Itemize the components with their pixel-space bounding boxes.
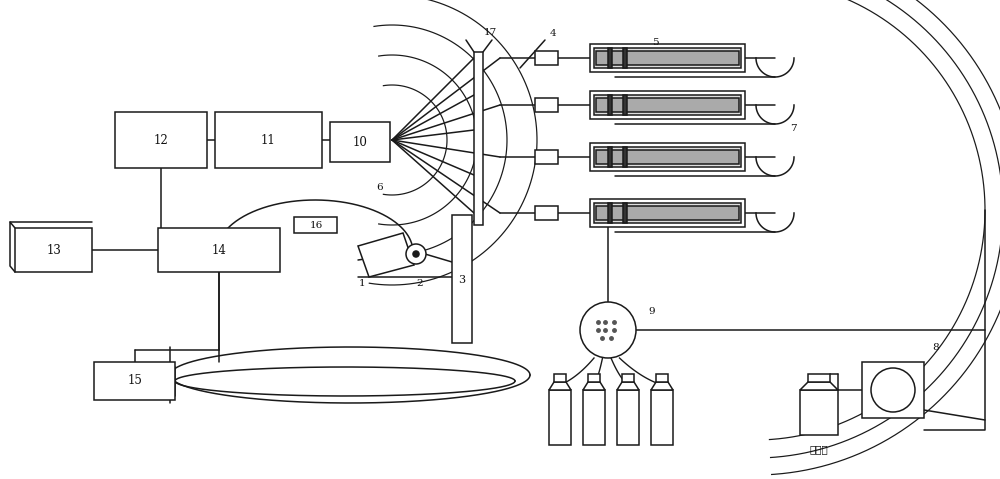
Circle shape — [413, 251, 419, 257]
Bar — [596, 206, 739, 220]
Text: 9: 9 — [649, 308, 655, 317]
Circle shape — [871, 368, 915, 412]
Bar — [535, 51, 558, 65]
Bar — [549, 390, 571, 445]
Text: 17: 17 — [483, 27, 497, 36]
Bar — [617, 390, 639, 445]
Text: 6: 6 — [377, 183, 383, 193]
Bar — [535, 98, 558, 112]
Bar — [623, 95, 627, 115]
Bar — [608, 95, 612, 115]
Circle shape — [580, 302, 636, 358]
Bar — [590, 199, 745, 227]
Bar — [474, 52, 483, 225]
Text: 2: 2 — [417, 280, 423, 288]
Bar — [590, 44, 745, 72]
Text: 12: 12 — [154, 134, 168, 147]
Bar — [594, 48, 741, 68]
Bar — [554, 374, 566, 382]
Bar — [596, 51, 739, 65]
Polygon shape — [617, 382, 639, 390]
Bar — [608, 147, 612, 167]
Bar — [590, 143, 745, 171]
Bar — [583, 390, 605, 445]
Polygon shape — [800, 382, 838, 390]
Bar — [622, 374, 634, 382]
Bar — [330, 122, 390, 162]
Bar — [158, 228, 280, 272]
Text: 1: 1 — [359, 280, 365, 288]
Bar — [862, 362, 924, 418]
Text: 11: 11 — [261, 134, 275, 147]
Bar — [215, 112, 322, 168]
Text: 14: 14 — [212, 243, 226, 256]
Bar — [656, 374, 668, 382]
Circle shape — [406, 244, 426, 264]
Bar — [623, 48, 627, 68]
Bar — [452, 215, 472, 343]
Bar — [623, 147, 627, 167]
Bar — [800, 390, 838, 435]
Bar — [15, 228, 92, 272]
Bar — [94, 362, 175, 400]
Bar — [294, 217, 337, 233]
Text: 10: 10 — [353, 136, 367, 148]
Bar — [590, 91, 745, 119]
Bar — [596, 98, 739, 112]
Text: 13: 13 — [47, 243, 61, 256]
Bar — [594, 95, 741, 115]
Polygon shape — [549, 382, 571, 390]
Text: 15: 15 — [128, 375, 142, 388]
Bar — [608, 203, 612, 223]
Text: 8: 8 — [933, 343, 939, 353]
Text: 废液池: 废液池 — [810, 445, 828, 455]
Polygon shape — [651, 382, 673, 390]
Text: 3: 3 — [458, 275, 466, 285]
Bar — [596, 150, 739, 164]
Bar — [623, 203, 627, 223]
Bar — [588, 374, 600, 382]
Polygon shape — [583, 382, 605, 390]
Bar — [594, 203, 741, 223]
Bar — [808, 374, 830, 382]
Text: 7: 7 — [790, 124, 796, 133]
Text: 5: 5 — [652, 37, 658, 46]
Bar — [651, 390, 673, 445]
Text: 16: 16 — [309, 220, 323, 229]
Text: 4: 4 — [550, 28, 556, 37]
Bar — [535, 150, 558, 164]
Polygon shape — [358, 233, 414, 277]
Bar — [594, 147, 741, 167]
Bar — [115, 112, 207, 168]
Bar — [608, 48, 612, 68]
Bar — [535, 206, 558, 220]
